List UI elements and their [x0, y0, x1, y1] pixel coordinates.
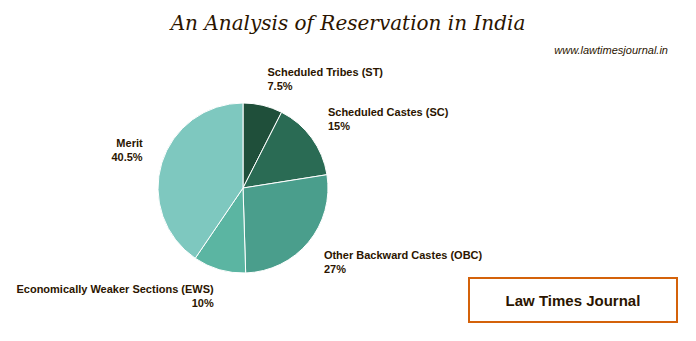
svg-text:Scheduled Castes (SC)15%: Scheduled Castes (SC)15% — [328, 106, 449, 132]
html-text:An Analysis of Reservation in: An Analysis of Reservation in India — [170, 11, 526, 35]
svg-text:Other Backward Castes (OBC)27%: Other Backward Castes (OBC)27% — [324, 249, 483, 275]
html-text:Law Times Journal: Law Times Journal — [505, 291, 641, 309]
html-text:www.lawtimesjournal.in: www.lawtimesjournal.in — [554, 44, 668, 56]
svg-text:Merit40.5%: Merit40.5% — [111, 137, 143, 163]
svg-text:Economically Weaker Sections (: Economically Weaker Sections (EWS)10% — [16, 283, 214, 309]
svg-text:Scheduled Tribes (ST)7.5%: Scheduled Tribes (ST)7.5% — [268, 66, 384, 92]
